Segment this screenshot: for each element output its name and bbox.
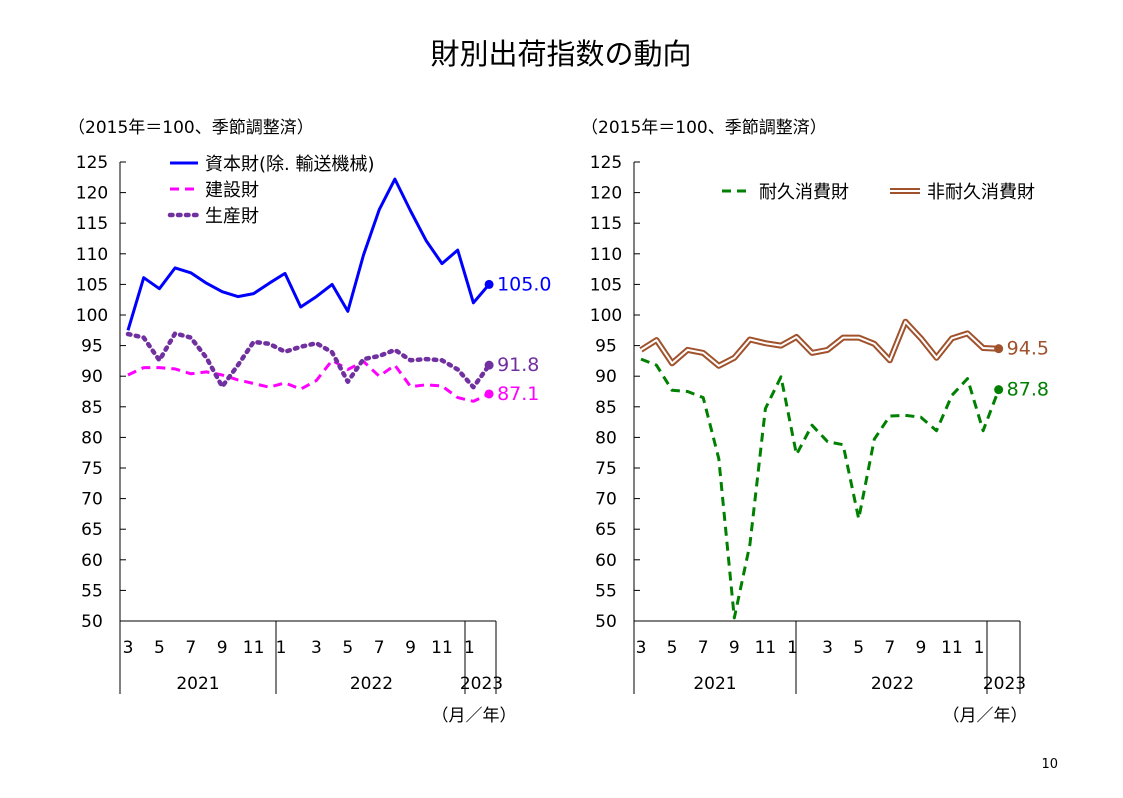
y-tick-label: 65 bbox=[81, 520, 103, 540]
x-tick-label: 5 bbox=[853, 638, 864, 658]
series-line bbox=[640, 357, 1001, 620]
legend-label: 資本財(除. 輸送機械) bbox=[205, 154, 375, 175]
x-tick-label: 3 bbox=[311, 638, 322, 658]
y-tick-label: 95 bbox=[81, 337, 103, 357]
x-unit-label: （月／年） bbox=[943, 706, 1028, 726]
y-tick-label: 80 bbox=[81, 428, 103, 448]
y-tick-label: 125 bbox=[76, 153, 108, 173]
x-tick-label: 1 bbox=[974, 638, 985, 658]
x-tick-label: 11 bbox=[755, 638, 777, 658]
legend-label: 生産財 bbox=[205, 206, 259, 227]
left-chart-panel: （2015年＝100、季節調整済）50556065707580859095100… bbox=[68, 118, 552, 726]
y-tick-label: 70 bbox=[595, 490, 617, 510]
series-line bbox=[126, 177, 491, 331]
x-tick-label: 5 bbox=[342, 638, 353, 658]
y-tick-label: 115 bbox=[590, 214, 622, 234]
legend-label: 非耐久消費財 bbox=[927, 182, 1035, 203]
y-tick-label: 70 bbox=[81, 490, 103, 510]
x-tick-label: 1 bbox=[787, 638, 798, 658]
year-label: 2021 bbox=[693, 674, 736, 694]
y-tick-label: 110 bbox=[76, 245, 108, 265]
x-tick-label: 5 bbox=[667, 638, 678, 658]
y-tick-label: 75 bbox=[81, 459, 103, 479]
x-tick-label: 7 bbox=[185, 638, 196, 658]
y-tick-label: 90 bbox=[81, 367, 103, 387]
chart-subtitle: （2015年＝100、季節調整済） bbox=[68, 118, 314, 138]
y-tick-label: 125 bbox=[590, 153, 622, 173]
legend-label: 耐久消費財 bbox=[759, 182, 849, 203]
y-tick-label: 60 bbox=[81, 551, 103, 571]
y-tick-label: 85 bbox=[81, 398, 103, 418]
series-end-label: 105.0 bbox=[497, 273, 551, 295]
y-tick-label: 85 bbox=[595, 398, 617, 418]
y-tick-label: 50 bbox=[81, 612, 103, 632]
series-line-outer bbox=[639, 318, 999, 369]
series-end-point bbox=[484, 389, 494, 399]
year-label: 2023 bbox=[460, 674, 503, 694]
y-tick-label: 105 bbox=[590, 275, 622, 295]
series-end-label: 91.8 bbox=[497, 354, 539, 376]
x-tick-label: 5 bbox=[154, 638, 165, 658]
y-tick-label: 105 bbox=[76, 275, 108, 295]
page-title: 財別出荷指数の動向 bbox=[430, 37, 691, 71]
x-unit-label: （月／年） bbox=[432, 706, 517, 726]
page-number: 10 bbox=[1041, 757, 1058, 772]
y-tick-label: 60 bbox=[595, 551, 617, 571]
series-end-point bbox=[994, 385, 1004, 395]
x-tick-label: 3 bbox=[636, 638, 647, 658]
year-label: 2022 bbox=[871, 674, 914, 694]
y-tick-label: 65 bbox=[595, 520, 617, 540]
year-label: 2022 bbox=[350, 674, 393, 694]
y-tick-label: 90 bbox=[595, 367, 617, 387]
y-tick-label: 95 bbox=[595, 337, 617, 357]
chart-subtitle: （2015年＝100、季節調整済） bbox=[581, 118, 827, 138]
year-label: 2023 bbox=[983, 674, 1026, 694]
y-tick-label: 75 bbox=[595, 459, 617, 479]
y-tick-label: 120 bbox=[590, 184, 622, 204]
series-end-label: 94.5 bbox=[1007, 338, 1049, 360]
x-tick-label: 11 bbox=[941, 638, 963, 658]
x-tick-label: 3 bbox=[822, 638, 833, 658]
y-tick-label: 100 bbox=[590, 306, 622, 326]
series-end-label: 87.8 bbox=[1007, 379, 1049, 401]
year-label: 2021 bbox=[176, 674, 219, 694]
series-end-point bbox=[994, 344, 1004, 354]
y-tick-label: 80 bbox=[595, 428, 617, 448]
series-line bbox=[125, 331, 492, 390]
x-tick-label: 9 bbox=[915, 638, 926, 658]
x-tick-label: 7 bbox=[698, 638, 709, 658]
right-chart-panel: （2015年＝100、季節調整済）50556065707580859095100… bbox=[581, 118, 1049, 726]
series-end-point bbox=[484, 279, 494, 289]
y-tick-label: 110 bbox=[590, 245, 622, 265]
y-tick-label: 55 bbox=[595, 581, 617, 601]
x-tick-label: 7 bbox=[884, 638, 895, 658]
y-tick-label: 120 bbox=[76, 184, 108, 204]
series-end-label: 87.1 bbox=[497, 383, 539, 405]
y-tick-label: 50 bbox=[595, 612, 617, 632]
series-line bbox=[127, 358, 490, 403]
x-tick-label: 9 bbox=[729, 638, 740, 658]
x-tick-label: 11 bbox=[431, 638, 453, 658]
legend-label: 建設財 bbox=[205, 180, 259, 201]
series-end-point bbox=[484, 360, 494, 370]
x-tick-label: 9 bbox=[405, 638, 416, 658]
x-tick-label: 9 bbox=[217, 638, 228, 658]
y-tick-label: 100 bbox=[76, 306, 108, 326]
x-tick-label: 11 bbox=[243, 638, 265, 658]
x-tick-label: 3 bbox=[123, 638, 134, 658]
y-tick-label: 115 bbox=[76, 214, 108, 234]
x-tick-label: 7 bbox=[374, 638, 385, 658]
x-tick-label: 1 bbox=[464, 638, 475, 658]
series-line-inner bbox=[640, 320, 999, 367]
x-tick-label: 1 bbox=[276, 638, 287, 658]
y-tick-label: 55 bbox=[81, 581, 103, 601]
